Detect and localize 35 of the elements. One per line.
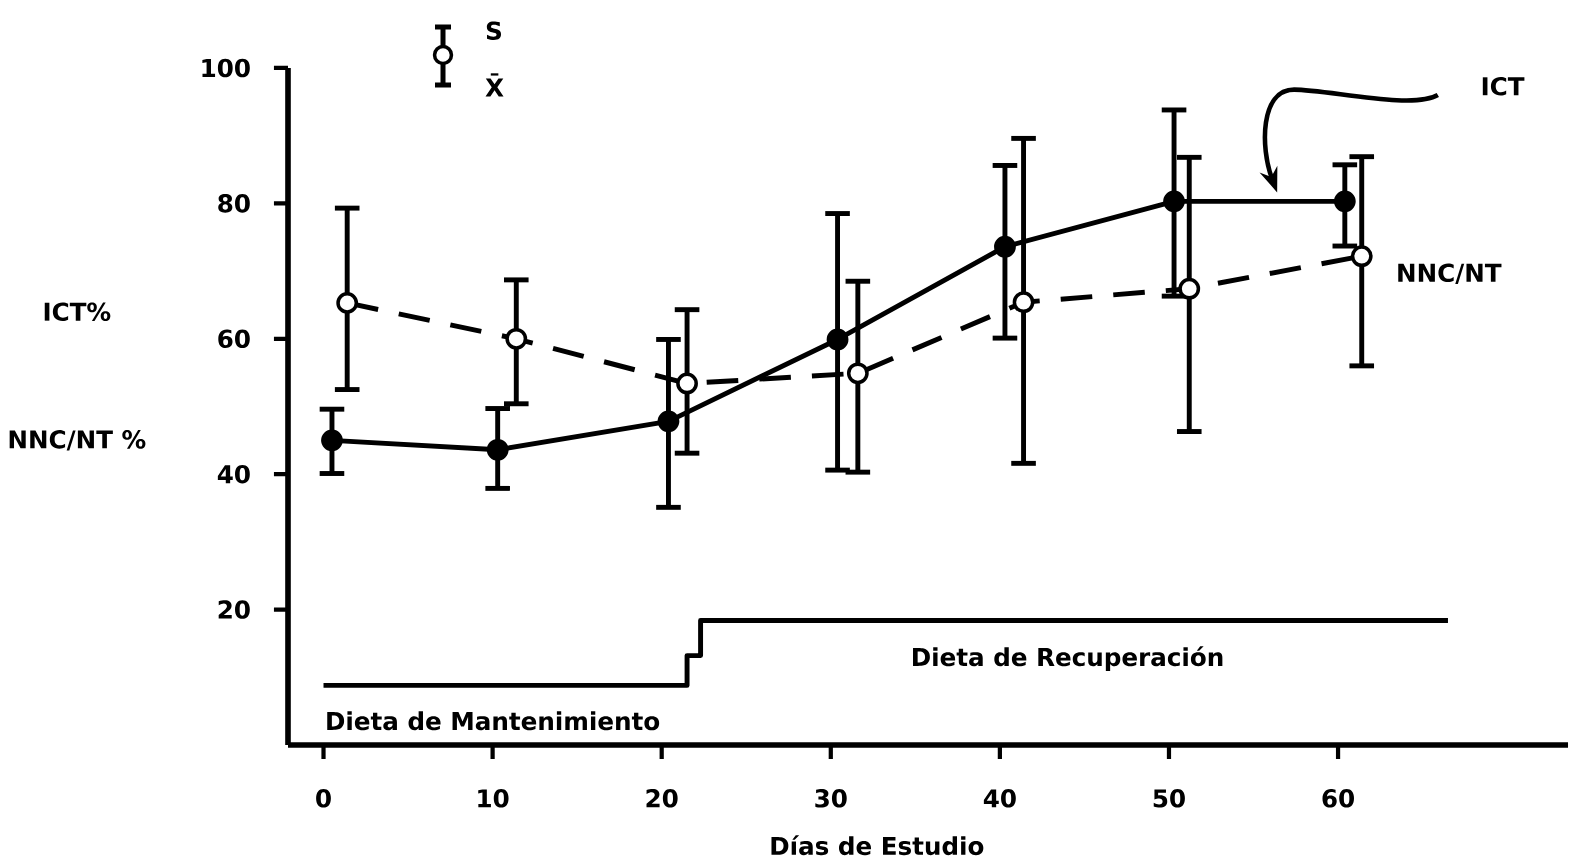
point [826, 328, 849, 351]
text: NNC/NT % [9, 430, 146, 451]
x-axis-title: Días de Estudio [771, 835, 984, 856]
x-tick-label: 60 [1322, 789, 1354, 808]
y-tick-label: 40 [217, 464, 250, 484]
point [657, 410, 680, 433]
series-label: NNC/NT [1398, 263, 1502, 285]
y-tick-label: 100 [202, 58, 250, 78]
point [994, 235, 1016, 258]
y-tick-label: 80 [218, 194, 250, 213]
point [1350, 245, 1373, 268]
point [846, 362, 869, 385]
x-tick-label: 30 [815, 789, 847, 808]
y-axis-title: ICT% [44, 302, 111, 321]
point [1178, 277, 1201, 300]
point [1333, 190, 1356, 213]
y-tick-label: 60 [218, 329, 250, 349]
point [486, 438, 509, 461]
x-tick-label: 40 [983, 789, 1016, 808]
point [676, 372, 698, 395]
point [1163, 190, 1185, 213]
y-tick-label: 20 [218, 600, 250, 619]
x-tick-label: 10 [478, 789, 509, 808]
point [505, 327, 528, 350]
annotation: X̄ [485, 73, 504, 97]
x-tick-label: 50 [1153, 789, 1185, 808]
x-tick-label: 0 [316, 789, 331, 808]
text: S [486, 21, 502, 41]
point [1012, 291, 1035, 314]
point [321, 429, 343, 452]
annotation: Dieta de Recuperación [913, 646, 1223, 672]
text: ICT [1482, 76, 1525, 96]
point [336, 292, 359, 314]
annotation: Dieta de Mantenimiento [327, 711, 660, 731]
x-tick-label: 20 [646, 789, 678, 808]
